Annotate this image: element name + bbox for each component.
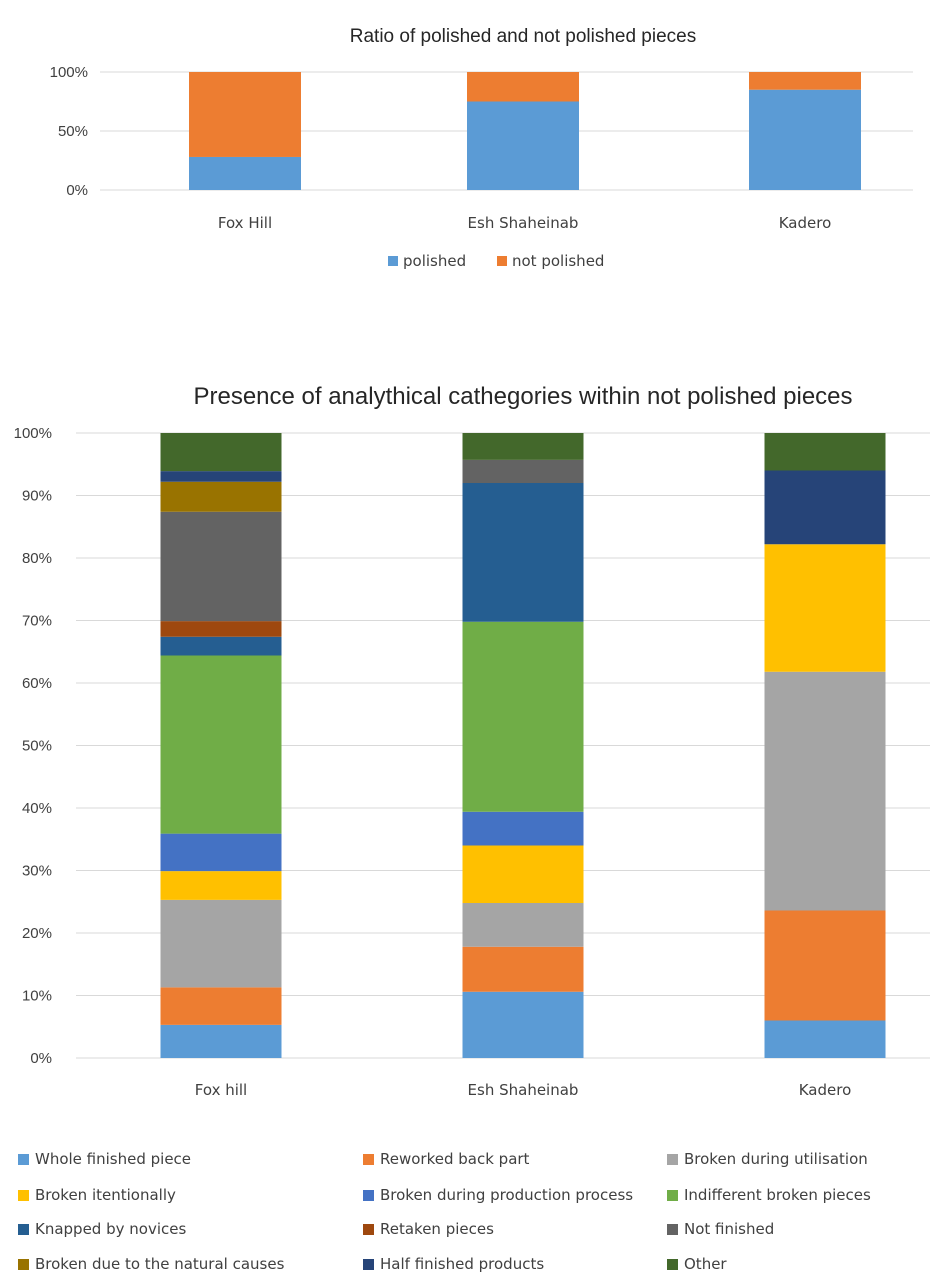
- legend-swatch: [18, 1190, 29, 1201]
- legend-label: Half finished products: [380, 1255, 544, 1273]
- legend-label: Other: [684, 1255, 727, 1273]
- legend-label: Reworked back part: [380, 1150, 530, 1168]
- legend-swatch: [363, 1259, 374, 1270]
- bar-segment: [749, 89, 861, 190]
- bar-segment: [462, 946, 584, 992]
- bar-segment: [189, 72, 301, 157]
- bar-segment: [160, 871, 282, 900]
- y-tick-label: 100%: [14, 425, 52, 442]
- legend-label: Broken during utilisation: [684, 1150, 868, 1168]
- bar-segment: [160, 833, 282, 872]
- x-category-label: Kadero: [779, 214, 832, 232]
- legend-label: Broken due to the natural causes: [35, 1255, 285, 1273]
- bar-segment: [764, 470, 886, 545]
- legend-label: Indifferent broken pieces: [684, 1186, 871, 1204]
- bar-segment: [160, 655, 282, 834]
- legend-swatch: [18, 1259, 29, 1270]
- x-category-label: Fox hill: [195, 1081, 247, 1099]
- y-tick-label: 80%: [22, 550, 52, 567]
- bar-segment: [764, 433, 886, 471]
- chart-polished-ratio: Ratio of polished and not polished piece…: [50, 26, 913, 270]
- bar-segment: [462, 903, 584, 947]
- y-tick-label: 70%: [22, 613, 52, 630]
- legend-swatch: [667, 1154, 678, 1165]
- bar-segment: [160, 471, 282, 482]
- legend-label: not polished: [512, 252, 604, 270]
- bar-segment: [764, 544, 886, 672]
- y-tick-label: 50%: [58, 123, 88, 140]
- y-tick-label: 60%: [22, 675, 52, 692]
- bar-segment: [467, 72, 579, 102]
- bar-segment: [764, 910, 886, 1021]
- bar-segment: [160, 511, 282, 622]
- y-tick-label: 30%: [22, 863, 52, 880]
- legend-label: Knapped by novices: [35, 1220, 186, 1238]
- legend-swatch: [667, 1190, 678, 1201]
- bar-segment: [160, 899, 282, 988]
- x-category-label: Esh Shaheinab: [468, 214, 579, 232]
- y-tick-label: 100%: [50, 64, 88, 81]
- y-tick-label: 0%: [30, 1050, 52, 1067]
- legend-swatch: [667, 1259, 678, 1270]
- legend-label: polished: [403, 252, 466, 270]
- bar-segment: [764, 1020, 886, 1058]
- x-category-label: Esh Shaheinab: [468, 1081, 579, 1099]
- y-tick-label: 90%: [22, 488, 52, 505]
- legend-swatch: [497, 256, 507, 266]
- bar-segment: [467, 101, 579, 190]
- chart-title: Ratio of polished and not polished piece…: [350, 26, 696, 47]
- bar-segment: [160, 987, 282, 1025]
- bar-segment: [462, 459, 584, 483]
- legend-swatch: [363, 1190, 374, 1201]
- bar-segment: [764, 671, 886, 911]
- bar-segment: [160, 621, 282, 637]
- bar-segment: [462, 991, 584, 1058]
- legend-swatch: [363, 1224, 374, 1235]
- legend-swatch: [667, 1224, 678, 1235]
- bar-segment: [160, 636, 282, 656]
- bar-segment: [462, 433, 584, 460]
- legend-swatch: [18, 1154, 29, 1165]
- legend-label: Whole finished piece: [35, 1150, 191, 1168]
- y-tick-label: 0%: [66, 182, 88, 199]
- bar-segment: [462, 483, 584, 622]
- x-category-label: Kadero: [799, 1081, 852, 1099]
- chart-title: Presence of analythical cathegories with…: [193, 383, 852, 410]
- x-category-label: Fox Hill: [218, 214, 272, 232]
- y-tick-label: 50%: [22, 738, 52, 755]
- bar-segment: [462, 811, 584, 846]
- legend-swatch: [18, 1224, 29, 1235]
- bar-segment: [160, 433, 282, 472]
- bar-segment: [749, 72, 861, 90]
- legend-label: Broken itentionally: [35, 1186, 176, 1204]
- legend-label: Retaken pieces: [380, 1220, 494, 1238]
- y-tick-label: 40%: [22, 800, 52, 817]
- legend-swatch: [363, 1154, 374, 1165]
- y-tick-label: 10%: [22, 988, 52, 1005]
- y-tick-label: 20%: [22, 925, 52, 942]
- legend-swatch: [388, 256, 398, 266]
- bar-segment: [462, 845, 584, 903]
- bar-segment: [189, 156, 301, 190]
- bar-segment: [160, 1024, 282, 1058]
- bar-segment: [462, 621, 584, 812]
- bar-segment: [160, 481, 282, 512]
- legend-label: Broken during production process: [380, 1186, 633, 1204]
- legend-label: Not finished: [684, 1220, 774, 1238]
